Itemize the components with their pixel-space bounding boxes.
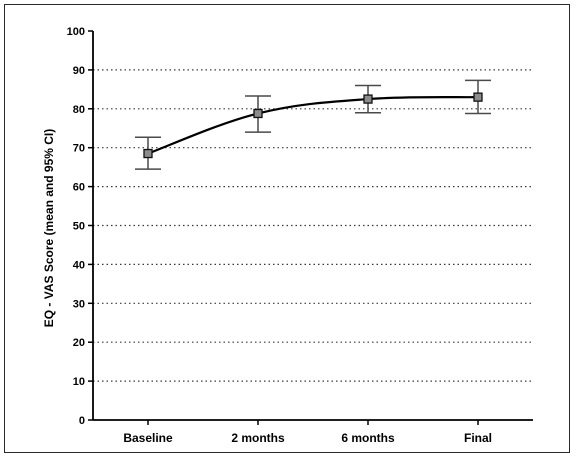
y-tick-label-0: 0 <box>79 415 85 427</box>
y-tick-label-100: 100 <box>67 26 85 38</box>
y-tick-label-80: 80 <box>73 104 85 116</box>
x-tick-label-0: Baseline <box>123 431 173 445</box>
error-bars <box>135 79 491 170</box>
y-tick-label-60: 60 <box>73 182 85 194</box>
x-ticks: Baseline 2 months 6 months Final <box>123 420 492 445</box>
series-line <box>147 96 479 155</box>
x-tick-label-1: 2 months <box>231 431 285 445</box>
figure-border <box>4 4 570 453</box>
y-tick-label-50: 50 <box>73 221 85 233</box>
y-tick-label-70: 70 <box>73 143 85 155</box>
y-tick-label-20: 20 <box>73 337 85 349</box>
data-points <box>143 92 483 159</box>
y-tick-label-10: 10 <box>73 376 85 388</box>
x-tick-label-3: Final <box>464 431 492 445</box>
y-tick-label-90: 90 <box>73 65 85 77</box>
y-tick-label-30: 30 <box>73 298 85 310</box>
y-tick-label-40: 40 <box>73 259 85 271</box>
data-point-2 <box>363 94 373 104</box>
series-line-0 <box>147 96 479 155</box>
data-point-3 <box>473 92 483 102</box>
grid-lines <box>93 69 533 382</box>
x-tick-label-2: 6 months <box>341 431 395 445</box>
data-point-0 <box>143 148 153 159</box>
data-point-1 <box>253 108 263 119</box>
y-ticks: 0 10 20 30 40 50 60 70 80 90 100 <box>67 26 93 427</box>
y-axis-label: EQ - VAS Score (mean and 95% CI) <box>42 129 56 328</box>
